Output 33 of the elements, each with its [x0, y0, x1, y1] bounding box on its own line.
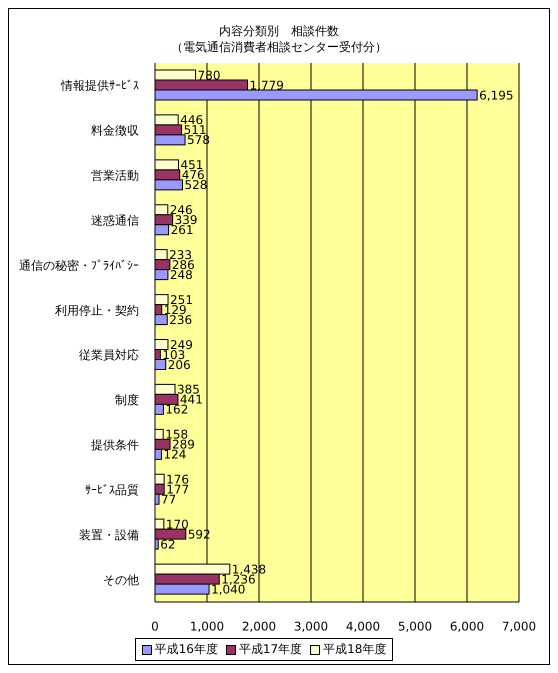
data-label: 6,195	[479, 88, 514, 102]
x-tick-label: 2,000	[242, 620, 276, 634]
y-tick-label: 提供条件	[91, 438, 139, 452]
y-tick-label: その他	[103, 572, 139, 587]
y-tick-label: 情報提供ｻｰﾋﾞｽ	[60, 78, 139, 93]
data-label: 162	[165, 402, 188, 417]
data-label: 62	[160, 537, 176, 552]
legend-label: 平成16年度	[154, 641, 218, 658]
x-tick-label: 4,000	[346, 620, 380, 634]
y-tick-label: 利用停止・契約	[55, 303, 139, 318]
x-tick-label: 6,000	[450, 620, 484, 634]
x-tick-label: 1,000	[190, 620, 224, 634]
y-tick-label: 制度	[115, 393, 139, 408]
x-tick-label: 7,000	[502, 620, 536, 634]
y-tick-label: 営業活動	[91, 168, 139, 183]
legend-label: 平成18年度	[322, 641, 386, 658]
data-label: 170	[166, 517, 189, 532]
y-tick-label: 装置・設備	[79, 528, 139, 542]
y-tick-label: 従業員対応	[79, 348, 139, 362]
x-tick-label: 3,000	[294, 620, 328, 634]
x-tick-label: 5,000	[398, 620, 432, 634]
data-label: 77	[161, 492, 176, 507]
chart-subtitle: （電気通信消費者相談センター受付分）	[170, 39, 388, 55]
legend-label: 平成17年度	[238, 641, 302, 658]
data-label: 124	[163, 448, 186, 462]
y-tick-label: ｻｰﾋﾞｽ品質	[85, 482, 139, 497]
data-label: 261	[170, 223, 194, 238]
data-label: 528	[184, 178, 208, 192]
y-tick-label: 通信の秘密・ﾌﾟﾗｲﾊﾞｼｰ	[19, 258, 139, 272]
y-tick-label: 迷惑通信	[91, 213, 139, 228]
chart-title: 内容分類別 相談件数	[218, 23, 340, 39]
x-tick-label: 0	[151, 620, 159, 634]
y-tick-label: 料金徴収	[91, 124, 139, 138]
